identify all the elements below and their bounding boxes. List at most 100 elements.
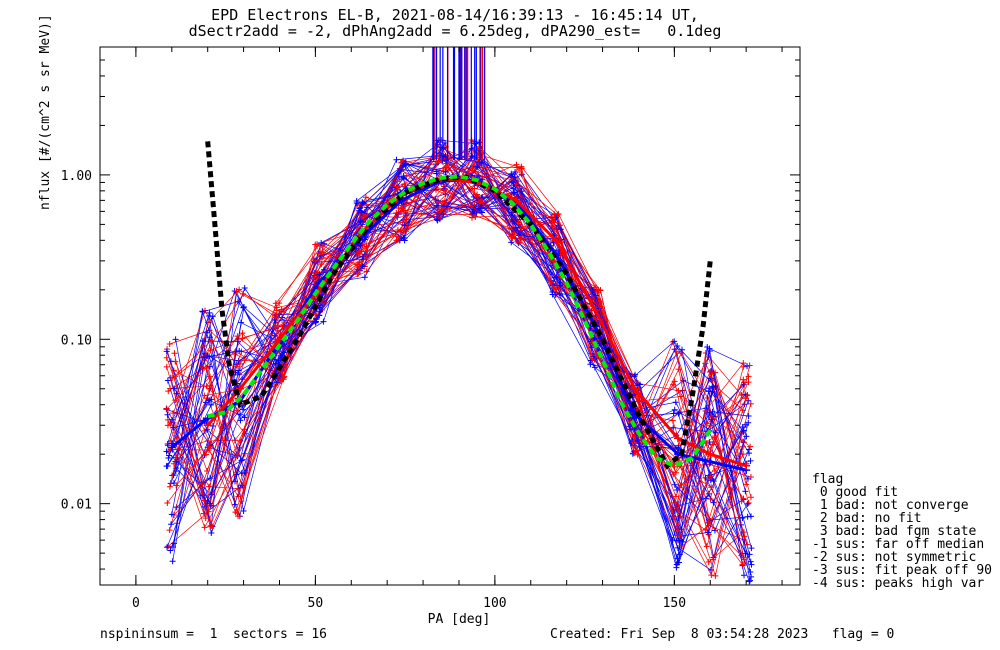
trace-marker [704, 344, 711, 351]
trace-marker [353, 198, 360, 205]
trace-marker [164, 499, 171, 506]
trace-marker [273, 311, 280, 318]
trace-marker [712, 572, 719, 579]
trace-marker [168, 521, 175, 528]
trace-marker [741, 572, 748, 579]
trace-marker [206, 309, 213, 316]
trace-marker [235, 367, 242, 374]
trace-line [175, 160, 752, 569]
data-point [630, 384, 639, 393]
trace-marker [704, 529, 711, 536]
trace-marker [671, 338, 678, 345]
trace-marker [747, 400, 754, 407]
trace-marker [435, 157, 442, 164]
y-tick-label: 0.01 [61, 498, 92, 513]
trace-marker [745, 499, 752, 506]
trace-marker [550, 219, 557, 226]
trace-marker [673, 348, 680, 355]
trace-marker [359, 200, 366, 207]
trace-marker [281, 373, 288, 380]
trace-marker [744, 363, 751, 370]
trace-marker [438, 204, 445, 211]
trace-marker [478, 159, 485, 166]
trace-marker [433, 202, 440, 209]
trace-line [166, 156, 751, 528]
legend-item: -2 sus: not symmetric [812, 550, 977, 565]
trace-line [173, 166, 742, 556]
trace-marker [171, 385, 178, 392]
trace-marker [202, 399, 209, 406]
trace-marker [354, 224, 361, 231]
trace-marker [518, 165, 525, 172]
trace-marker [170, 472, 177, 479]
trace-marker [512, 169, 519, 176]
trace-marker [706, 385, 713, 392]
trace-marker [163, 363, 170, 370]
trace-line [175, 154, 743, 565]
footer-left: nspininsum = 1 sectors = 16 [100, 627, 327, 642]
trace-marker [199, 481, 206, 488]
trace-marker [357, 242, 364, 249]
trace-marker [173, 436, 180, 443]
trace-marker [401, 160, 408, 167]
trace-marker [746, 362, 753, 369]
y-axis-label: nflux [#/(cm^2 s sr MeV)] [38, 14, 53, 210]
trace-marker [632, 433, 639, 440]
x-tick-label: 150 [663, 596, 686, 611]
trace-line [171, 163, 748, 545]
legend-item: 2 bad: no fit [812, 511, 922, 526]
trace-marker [745, 379, 752, 386]
trace-marker [478, 202, 485, 209]
trace-marker [468, 203, 475, 210]
trace-marker [702, 349, 709, 356]
trace-marker [207, 523, 214, 530]
trace-marker [477, 198, 484, 205]
trace-marker [165, 454, 172, 461]
trace-marker [634, 451, 641, 458]
trace-line [170, 156, 749, 507]
trace-marker [204, 498, 211, 505]
legend-item: 0 good fit [812, 485, 899, 500]
trace-marker [703, 543, 710, 550]
trace-marker [744, 513, 751, 520]
trace-marker [314, 241, 321, 248]
trace-marker [355, 270, 362, 277]
trace-marker [592, 315, 599, 322]
trace-marker [201, 392, 208, 399]
trace-marker [357, 217, 364, 224]
trace-marker [743, 392, 750, 399]
trace-marker [742, 488, 749, 495]
trace-line [174, 181, 742, 472]
trace-marker [597, 287, 604, 294]
footer-right: Created: Fri Sep 8 03:54:28 2023 flag = … [550, 627, 895, 642]
fit-line [207, 174, 712, 468]
trace-marker [636, 381, 643, 388]
trace-marker [355, 264, 362, 271]
trace-marker [312, 319, 319, 326]
trace-marker [740, 381, 747, 388]
trace-marker [240, 406, 247, 413]
trace-line [167, 147, 745, 558]
trace-marker [703, 420, 710, 427]
trace-marker [747, 457, 754, 464]
trace-marker [202, 354, 209, 361]
trace-marker [362, 194, 369, 201]
trace-marker [236, 347, 243, 354]
trace-marker [236, 444, 243, 451]
trace-marker [473, 207, 480, 214]
legend-item: -3 sus: fit peak off 90 [812, 563, 993, 578]
trace-marker [163, 406, 170, 413]
trace-marker [208, 401, 215, 408]
trace-marker [312, 257, 319, 264]
trace-marker [746, 578, 753, 585]
trace-marker [166, 340, 173, 347]
trace-marker [707, 473, 714, 480]
trace-marker [202, 451, 209, 458]
trace-marker [442, 164, 449, 171]
trace-marker [510, 179, 517, 186]
trace-marker [173, 458, 180, 465]
trace-marker [554, 211, 561, 218]
trace-marker [675, 537, 682, 544]
trace-marker [706, 347, 713, 354]
